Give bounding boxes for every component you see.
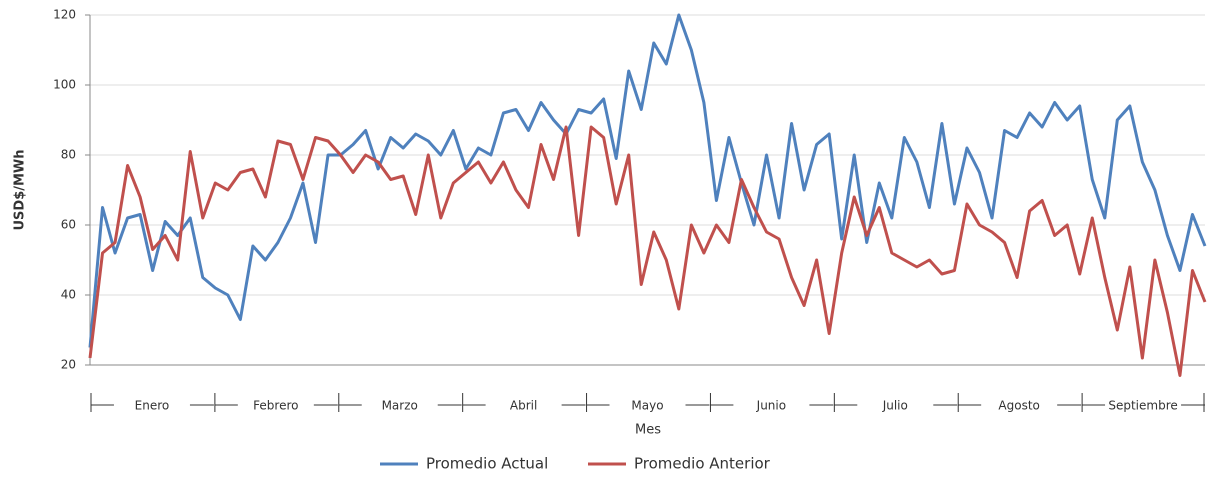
x-tick-label: Julio (882, 399, 908, 413)
month-label-bg (237, 397, 314, 413)
x-axis-label: Mes (635, 423, 661, 438)
x-tick-label: Mayo (631, 399, 663, 413)
x-tick-label: Abril (510, 399, 537, 413)
x-tick-label: Enero (135, 399, 170, 413)
month-label-bg (361, 397, 438, 413)
month-label-bg (609, 397, 686, 413)
x-tick-label: Febrero (253, 399, 298, 413)
x-tick-label: Junio (756, 399, 786, 413)
month-label-bg (1105, 397, 1182, 413)
month-label-bg (113, 397, 190, 413)
y-tick-label: 120 (53, 8, 76, 22)
y-axis-label: USD$/MWh (13, 149, 28, 230)
y-tick-label: 100 (53, 78, 76, 92)
line-series (88, 125, 1207, 377)
month-label-bg (981, 397, 1058, 413)
x-tick-label: Septiembre (1108, 399, 1177, 413)
month-label-bg (485, 397, 562, 413)
y-tick-label: 80 (61, 148, 76, 162)
legend-label: Promedio Anterior (634, 455, 771, 473)
month-label-bg (733, 397, 810, 413)
month-label-bg (857, 397, 934, 413)
x-tick-label: Agosto (998, 399, 1039, 413)
y-tick-label: 40 (61, 288, 76, 302)
y-tick-label: 60 (61, 218, 76, 232)
x-tick-label: Marzo (382, 399, 418, 413)
legend-label: Promedio Actual (426, 455, 548, 473)
y-tick-label: 20 (61, 358, 76, 372)
line-series (88, 13, 1207, 348)
